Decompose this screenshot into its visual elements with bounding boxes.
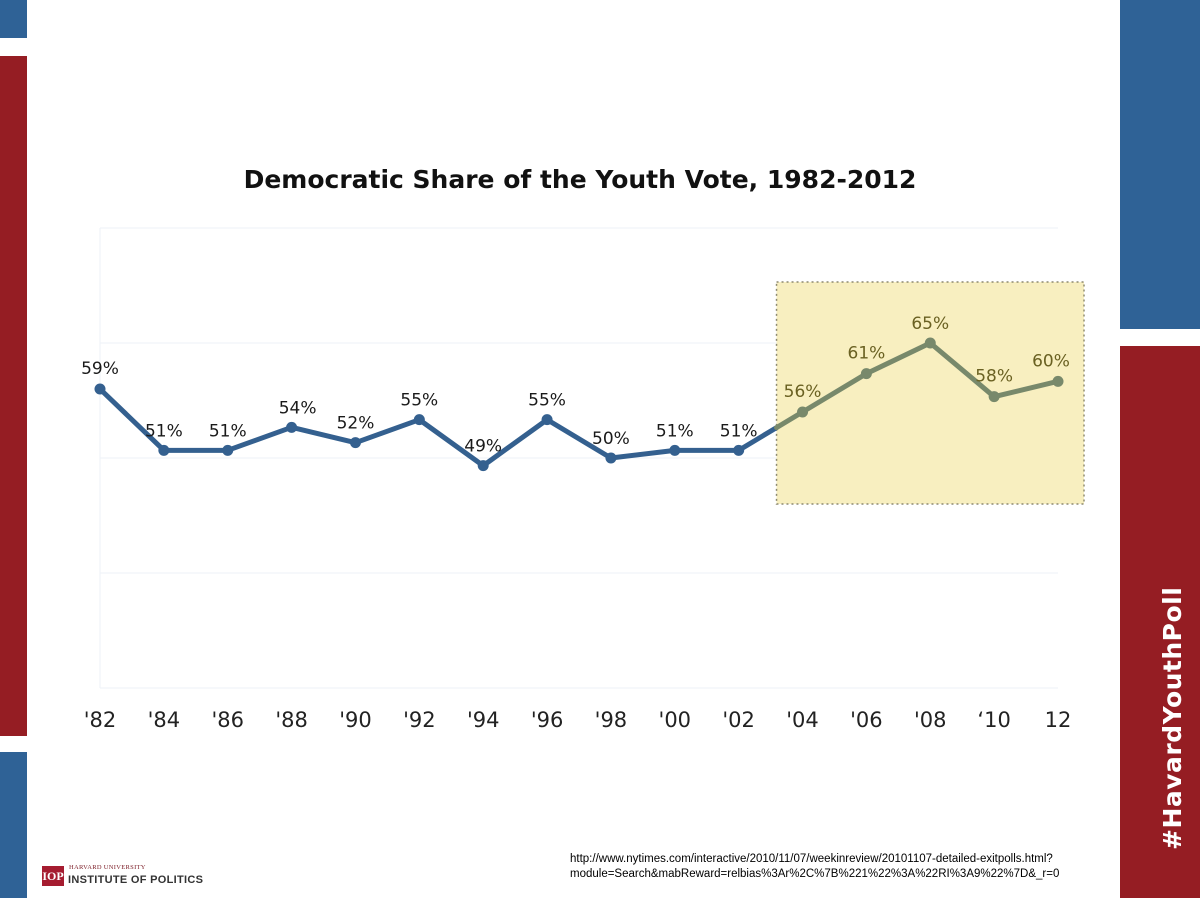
data-point [988,391,1000,403]
data-label: 65% [911,314,949,334]
data-label: 54% [279,398,317,418]
left-red-bar [0,56,27,736]
data-point [733,444,745,456]
data-point [413,414,425,426]
right-red-bar [1120,346,1200,898]
data-point [605,452,617,464]
data-label: 56% [784,382,822,402]
data-label: 51% [145,421,183,441]
data-point [222,444,234,456]
x-tick-label: '98 [595,708,628,732]
x-tick-label: '04 [786,708,819,732]
data-point [1052,375,1064,387]
source-line-1: http://www.nytimes.com/interactive/2010/… [570,853,1053,865]
data-label: 52% [337,414,375,434]
data-points [94,337,1064,472]
x-tick-label: '82 [84,708,117,732]
data-point [669,444,681,456]
data-label: 51% [656,421,694,441]
x-tick-label: '00 [659,708,692,732]
logo-university: HARVARD UNIVERSITY [69,864,146,871]
x-tick-label: '06 [850,708,883,732]
data-label: 59% [81,359,119,379]
x-tick-label: '92 [403,708,436,732]
data-point [860,368,872,380]
source-citation: http://www.nytimes.com/interactive/2010/… [570,852,1059,881]
x-tick-label: 12 [1045,708,1072,732]
x-tick-label: '84 [148,708,181,732]
data-label: 58% [975,367,1013,387]
series-line-main [97,386,780,469]
data-point [349,437,361,449]
chart-title: Democratic Share of the Youth Vote, 1982… [244,165,917,194]
data-point [94,383,106,395]
logo-name: INSTITUTE OF POLITICS [68,874,204,886]
x-tick-labels: '82 '84 '86 '88 '90 '92 '94 '96 '98 '00 '02 '04 '06 '… [84,708,1072,732]
x-tick-label: '88 [275,708,308,732]
data-point [158,444,170,456]
left-blue-bar-bottom [0,752,27,898]
data-label: 60% [1032,351,1070,371]
x-tick-label: '90 [339,708,372,732]
left-blue-bar-top [0,0,27,38]
data-label: 51% [720,421,758,441]
data-label: 55% [400,391,438,411]
right-blue-bar [1120,0,1200,329]
x-tick-label: ‘10 [977,708,1010,732]
data-labels: 59% 51% 51% 54% 52% 55% 49% 55% 50% 51% 51% 56% 61% 6… [81,314,1070,457]
x-tick-label: '86 [211,708,244,732]
data-point [286,421,298,433]
x-tick-label: '94 [467,708,500,732]
data-label: 55% [528,391,566,411]
data-label: 50% [592,429,630,449]
highlight-box [775,281,1085,505]
data-label: 51% [209,421,247,441]
highlight-region [775,281,1085,505]
data-point [924,337,936,349]
data-label: 61% [848,344,886,364]
x-tick-label: '96 [531,708,564,732]
data-point [797,406,809,418]
data-point [477,460,489,472]
data-point [541,414,553,426]
data-label: 49% [464,437,502,457]
x-tick-label: '08 [914,708,947,732]
source-line-2: module=Search&mabReward=relbias%3Ar%2C%7… [570,867,1060,880]
iop-logo-icon: IOP [42,866,64,886]
x-tick-label: '02 [722,708,755,732]
